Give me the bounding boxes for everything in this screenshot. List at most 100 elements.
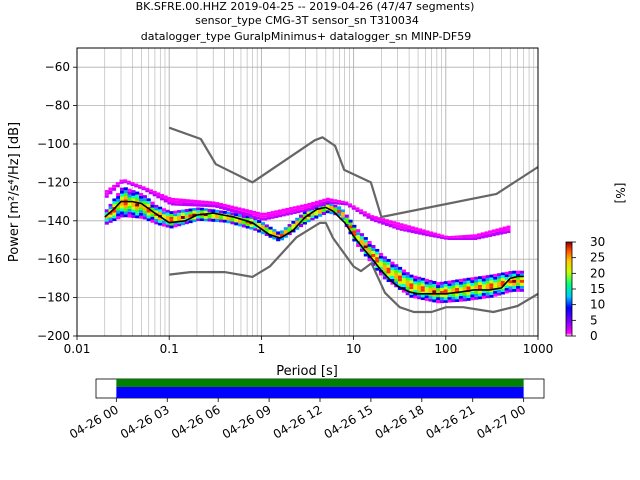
pdf-cell bbox=[141, 188, 146, 191]
pdf-cell bbox=[375, 267, 380, 271]
pdf-cell bbox=[516, 276, 521, 280]
pdf-cell bbox=[244, 209, 249, 213]
pdf-cell bbox=[131, 201, 136, 205]
pdf-cell bbox=[466, 297, 471, 301]
pdf-cell bbox=[203, 218, 208, 222]
pdf-cell bbox=[363, 242, 368, 246]
pdf-cell bbox=[112, 215, 117, 219]
pdf-cell bbox=[462, 237, 467, 240]
pdf-cell bbox=[161, 220, 166, 224]
pdf-cell bbox=[491, 229, 496, 233]
pdf-cell bbox=[399, 223, 404, 226]
pdf-cell bbox=[429, 234, 434, 237]
pdf-cell bbox=[219, 219, 224, 223]
pdf-cell bbox=[428, 298, 433, 302]
x-tick-label: 0.01 bbox=[64, 342, 91, 356]
pdf-cell bbox=[158, 212, 163, 215]
pdf-cell bbox=[329, 203, 334, 206]
pdf-cell bbox=[405, 277, 410, 281]
pdf-cell bbox=[403, 229, 408, 232]
pdf-cell bbox=[386, 270, 391, 274]
pdf-cell bbox=[142, 201, 147, 205]
pdf-cell bbox=[367, 252, 372, 256]
pdf-cell bbox=[375, 257, 380, 260]
pdf-cell bbox=[245, 218, 250, 221]
pdf-cell bbox=[158, 206, 163, 210]
pdf-cell bbox=[352, 227, 357, 231]
pdf-cell bbox=[436, 285, 441, 289]
pdf-cell bbox=[417, 276, 422, 280]
pdf-cell bbox=[252, 215, 257, 219]
pdf-cell bbox=[474, 282, 479, 286]
pdf-cell bbox=[178, 198, 183, 201]
pdf-cell bbox=[249, 226, 254, 230]
pdf-cell bbox=[466, 234, 470, 238]
pdf-cell bbox=[116, 210, 121, 214]
pdf-cell bbox=[481, 292, 486, 296]
pdf-cell bbox=[226, 204, 231, 208]
pdf-cell bbox=[405, 275, 410, 278]
pdf-cell bbox=[123, 211, 128, 215]
pdf-cell bbox=[401, 275, 406, 279]
pdf-cell bbox=[390, 261, 395, 265]
pdf-cell bbox=[485, 280, 490, 284]
pdf-cell bbox=[481, 287, 486, 291]
pdf-cell bbox=[285, 207, 290, 211]
pdf-cell bbox=[287, 226, 292, 230]
pdf-cell bbox=[119, 211, 125, 215]
pdf-cell bbox=[260, 231, 266, 235]
pdf-cell bbox=[359, 248, 365, 252]
pdf-cell bbox=[260, 222, 266, 226]
pdf-cell bbox=[264, 233, 269, 237]
pdf-cell bbox=[512, 276, 517, 280]
pdf-cell bbox=[189, 199, 194, 203]
pdf-cell bbox=[439, 297, 445, 301]
pdf-cell bbox=[466, 237, 470, 240]
pdf-cell bbox=[207, 204, 212, 208]
pdf-cell bbox=[137, 186, 142, 189]
x-tick-label: 100 bbox=[434, 342, 457, 356]
pdf-cell bbox=[462, 286, 467, 290]
pdf-cell bbox=[141, 186, 146, 189]
pdf-cell bbox=[401, 272, 406, 276]
pdf-cell bbox=[384, 222, 389, 227]
pdf-cell bbox=[289, 207, 294, 210]
pdf-cell bbox=[493, 273, 498, 277]
pdf-cell bbox=[154, 216, 159, 219]
pdf-cell bbox=[171, 202, 176, 206]
pdf-cell bbox=[266, 217, 271, 220]
pdf-cell bbox=[399, 228, 404, 231]
pdf-cell bbox=[382, 276, 387, 280]
pdf-cell bbox=[451, 280, 456, 283]
pdf-cell bbox=[167, 197, 172, 200]
pdf-cell bbox=[489, 274, 494, 278]
pdf-cell bbox=[436, 297, 441, 301]
pdf-cell bbox=[146, 209, 151, 213]
pdf-cell bbox=[395, 224, 400, 228]
pdf-cell bbox=[139, 195, 144, 199]
pdf-cell bbox=[474, 293, 479, 297]
pdf-cell bbox=[160, 193, 165, 198]
pdf-cell bbox=[436, 235, 441, 239]
pdf-cell bbox=[420, 280, 425, 284]
pdf-cell bbox=[432, 232, 437, 236]
pdf-cell bbox=[104, 212, 109, 216]
pdf-cell bbox=[283, 232, 288, 236]
pdf-cell bbox=[184, 221, 189, 225]
pdf-cell bbox=[388, 223, 393, 228]
pdf-cell bbox=[409, 280, 414, 284]
pdf-cell bbox=[139, 204, 144, 208]
plot-frame bbox=[76, 47, 539, 337]
pdf-cell bbox=[470, 291, 475, 295]
pdf-cell bbox=[508, 271, 513, 275]
pdf-cell bbox=[489, 277, 494, 281]
nhnm-curve bbox=[168, 126, 538, 219]
pdf-cell bbox=[255, 214, 260, 217]
pdf-cell bbox=[131, 204, 136, 207]
pdf-cell bbox=[119, 179, 124, 182]
pdf-cell bbox=[134, 185, 139, 188]
pdf-cell bbox=[359, 239, 365, 243]
pdf-cell bbox=[180, 215, 186, 219]
pdf-cell bbox=[398, 266, 403, 270]
pdf-cell bbox=[299, 214, 304, 218]
